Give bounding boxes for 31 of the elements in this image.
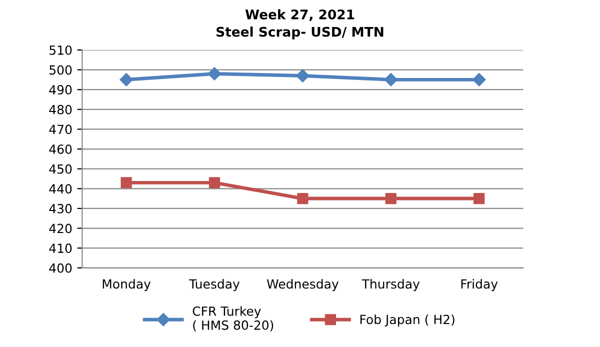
- x-tick-label: Wednesday: [266, 278, 339, 292]
- x-tick-label: Friday: [461, 278, 498, 292]
- y-tick-label: 440: [49, 184, 72, 194]
- point: [385, 192, 396, 204]
- chart-title: Week 27, 2021: [245, 9, 354, 22]
- x-tick-label: Tuesday: [189, 278, 240, 292]
- point: [208, 177, 220, 188]
- y-tick-label: 430: [49, 204, 72, 214]
- point: [120, 73, 133, 86]
- y-tick-label: 500: [50, 65, 72, 75]
- y-tick-label: 410: [49, 244, 72, 253]
- x-tick-label: Thursday: [362, 278, 420, 292]
- point: [208, 67, 222, 80]
- point: [120, 177, 132, 188]
- chart-subtitle: Steel Scrap- USD/ MTN: [216, 26, 384, 40]
- y-tick-label: 470: [49, 124, 72, 134]
- y-tick-label: 400: [49, 263, 72, 273]
- point: [474, 192, 485, 204]
- y-tick-label: 450: [49, 164, 72, 174]
- y-tick-label: 460: [49, 144, 72, 154]
- x-tick-label: Monday: [102, 278, 151, 292]
- point: [296, 69, 310, 82]
- point: [472, 73, 486, 86]
- point: [384, 73, 398, 86]
- point: [297, 192, 308, 204]
- y-tick-label: 490: [49, 85, 72, 95]
- legend-label: CFR Turkey ( HMS 80-20): [192, 306, 274, 332]
- y-tick-label: 510: [50, 45, 72, 55]
- y-tick-label: 480: [49, 104, 72, 114]
- y-tick-label: 420: [49, 224, 72, 234]
- legend-label: Fob Japan ( H2): [360, 314, 454, 327]
